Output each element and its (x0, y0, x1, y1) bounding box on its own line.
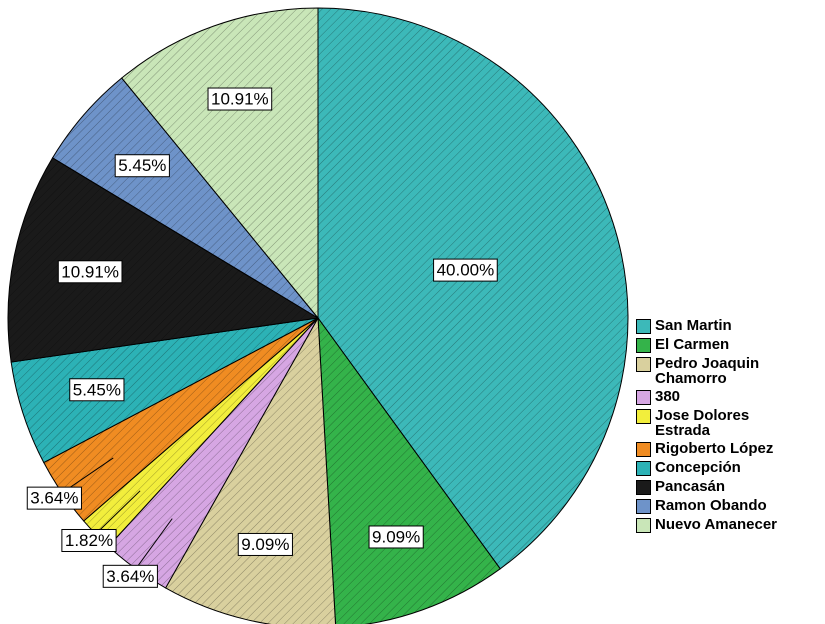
legend-item: Rigoberto López (636, 441, 786, 457)
label-box (69, 378, 125, 402)
data-label: 40.00% (433, 258, 498, 282)
slice-texture (8, 157, 319, 363)
label-box (26, 486, 82, 510)
legend: San Martin El Carmen Pedro Joaquin Chamorr… (636, 318, 786, 536)
legend-label: 380 (655, 388, 681, 405)
label-text: 40.00% (437, 261, 495, 280)
legend-swatch (636, 461, 651, 476)
legend-label: San Martin (655, 317, 732, 334)
legend-item: Nuevo Amanecer (636, 517, 786, 533)
slice-texture (318, 8, 628, 569)
label-box (368, 525, 424, 549)
legend-item: Jose Dolores Estrada (636, 408, 786, 438)
data-label: 10.91% (207, 87, 273, 111)
slice-texture (11, 318, 319, 463)
legend-label: Rigoberto López (655, 440, 774, 457)
label-box (237, 532, 293, 556)
slice-texture (318, 318, 501, 624)
label-text: 5.45% (73, 380, 121, 399)
data-label: 3.64% (26, 486, 82, 510)
label-box (207, 87, 273, 111)
pie-chart: 40.00% 9.09% 9.09% 3.64% 1.82% 3.64% 5.45% 10.9… (7, 7, 629, 624)
legend-swatch (636, 390, 651, 405)
label-box (433, 258, 498, 282)
legend-swatch (636, 338, 651, 353)
data-label: 10.91% (57, 260, 123, 284)
legend-swatch (636, 480, 651, 495)
legend-label: Pedro Joaquin Chamorro (655, 355, 760, 387)
slice-texture (43, 318, 319, 521)
slice-texture (165, 318, 336, 624)
legend-swatch (636, 499, 651, 514)
label-text: 3.64% (106, 567, 154, 586)
legend-item: San Martin (636, 318, 786, 334)
legend-item: Pedro Joaquin Chamorro (636, 356, 786, 386)
label-box (102, 564, 158, 588)
slice-texture (108, 318, 319, 588)
label-text: 9.09% (241, 535, 289, 554)
data-label: 9.09% (368, 525, 424, 549)
slice-texture (52, 78, 318, 318)
label-text: 10.91% (211, 90, 269, 109)
legend-swatch (636, 319, 651, 334)
label-box (114, 154, 170, 178)
slice-texture (121, 7, 318, 318)
legend-item: Pancasán (636, 479, 786, 495)
legend-swatch (636, 409, 651, 424)
label-text: 9.09% (372, 527, 420, 546)
legend-label: Pancasán (655, 478, 726, 495)
data-label: 1.82% (61, 528, 117, 552)
legend-label: El Carmen (655, 336, 730, 353)
legend-label: Nuevo Amanecer (655, 516, 777, 533)
label-text: 1.82% (65, 531, 113, 550)
legend-swatch (636, 518, 651, 533)
data-label: 5.45% (69, 378, 125, 402)
legend-item: 380 (636, 389, 786, 405)
data-label: 3.64% (102, 564, 158, 588)
data-label: 5.45% (114, 154, 170, 178)
label-text: 5.45% (118, 156, 166, 175)
slice-texture (83, 318, 318, 547)
legend-label: Jose Dolores Estrada (655, 407, 750, 439)
data-label: 9.09% (237, 532, 293, 556)
legend-label: Ramon Obando (655, 497, 767, 514)
legend-item: Concepción (636, 460, 786, 476)
label-text: 3.64% (30, 489, 78, 508)
legend-swatch (636, 357, 651, 372)
label-box (57, 260, 123, 284)
label-box (61, 528, 117, 552)
legend-item: El Carmen (636, 337, 786, 353)
legend-item: Ramon Obando (636, 498, 786, 514)
legend-label: Concepción (655, 459, 741, 476)
label-text: 10.91% (61, 262, 119, 281)
legend-swatch (636, 442, 651, 457)
